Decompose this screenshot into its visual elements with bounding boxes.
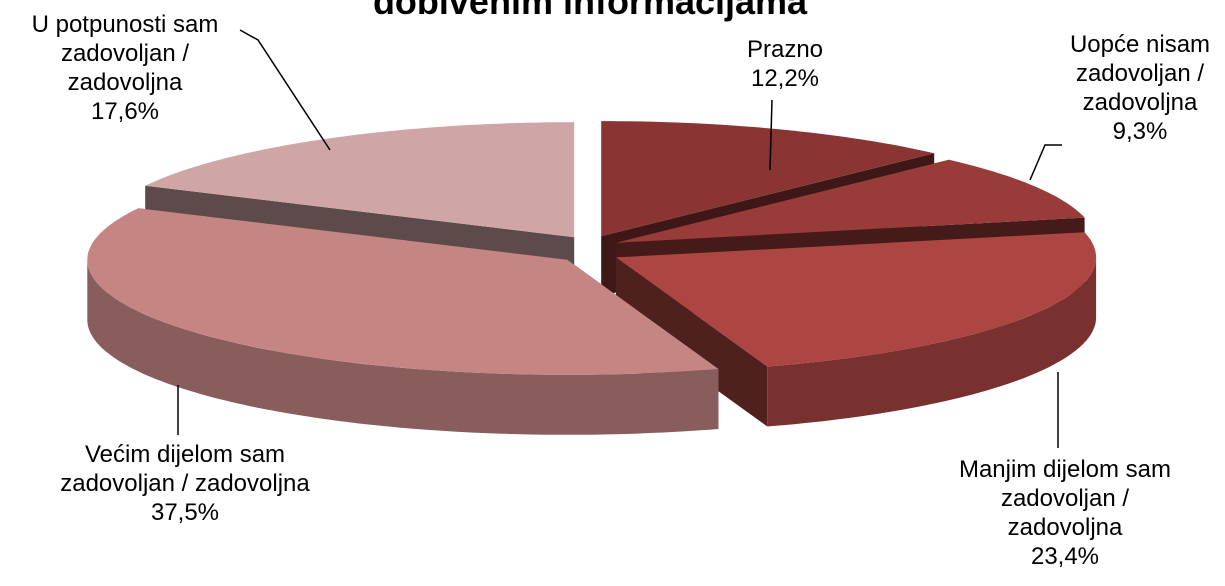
leader-line bbox=[769, 99, 773, 171]
slice-label: Uopće nisam zadovoljan / zadovoljna 9,3% bbox=[1055, 30, 1225, 146]
value-label: 9,3% bbox=[1112, 118, 1168, 145]
leader-line bbox=[239, 29, 331, 151]
category-name: Uopće nisam zadovoljan / zadovoljna bbox=[1069, 31, 1211, 116]
category-name: Manjim dijelom sam zadovoljan / zadovolj… bbox=[958, 456, 1172, 541]
leader-line bbox=[1029, 144, 1062, 181]
slice bbox=[87, 208, 719, 375]
value-label: 37,5% bbox=[150, 499, 220, 526]
slice-side bbox=[616, 257, 768, 427]
chart-title: dobivenim informacijama bbox=[373, 0, 808, 22]
slice-label: Prazno 12,2% bbox=[705, 35, 865, 93]
slice-label: Većim dijelom sam zadovoljan / zadovoljn… bbox=[55, 440, 315, 527]
category-name: U potpunosti sam zadovoljan / zadovoljna bbox=[31, 11, 219, 96]
value-label: 23,4% bbox=[1030, 543, 1100, 570]
slice-label: U potpunosti sam zadovoljan / zadovoljna… bbox=[5, 10, 245, 126]
slice-label: Manjim dijelom sam zadovoljan / zadovolj… bbox=[945, 455, 1185, 571]
slice bbox=[145, 122, 575, 238]
slice bbox=[616, 159, 1085, 243]
category-name: Prazno bbox=[746, 36, 824, 63]
value-label: 17,6% bbox=[90, 98, 160, 125]
slice-wall bbox=[767, 257, 1097, 427]
slice-wall bbox=[87, 259, 719, 435]
category-name: Većim dijelom sam zadovoljan / zadovoljn… bbox=[60, 441, 310, 497]
slice bbox=[601, 121, 935, 237]
slice bbox=[616, 232, 1097, 367]
value-label: 12,2% bbox=[750, 65, 820, 92]
